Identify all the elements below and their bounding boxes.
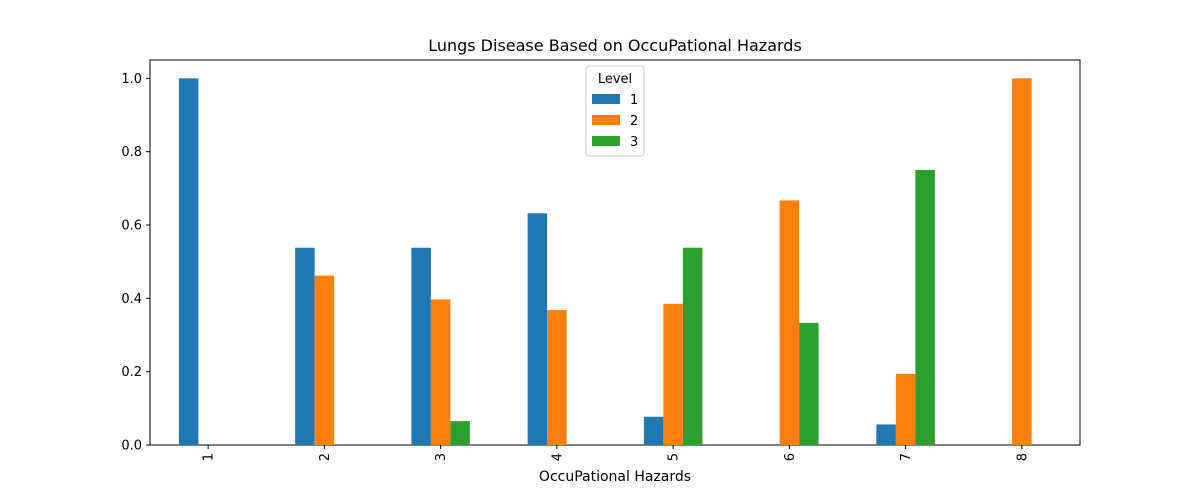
x-tick-label: 4 (550, 453, 565, 461)
x-tick-label: 3 (434, 453, 449, 461)
bar-level-3-hazard-7 (915, 170, 935, 445)
bar-level-1-hazard-2 (295, 247, 315, 445)
x-tick-label: 5 (667, 453, 682, 461)
bar-level-2-hazard-5 (663, 303, 683, 445)
y-tick-label: 1.0 (121, 72, 142, 87)
legend: Level 1 2 3 (585, 65, 645, 157)
bar-level-3-hazard-6 (799, 322, 819, 445)
legend-swatch-level-2 (592, 115, 620, 125)
bar-level-1-hazard-1 (178, 78, 199, 445)
x-tick-label: 1 (202, 453, 217, 461)
x-tick-label: 6 (783, 453, 798, 461)
bar-level-3-hazard-5 (682, 247, 703, 445)
legend-swatch-level-1 (592, 94, 620, 104)
x-tick-label: 2 (318, 453, 333, 461)
plot-frame (149, 59, 1081, 446)
legend-items: 1 2 3 (592, 93, 638, 150)
x-tick-label: 8 (1015, 453, 1030, 461)
bar-level-3-hazard-3 (450, 421, 470, 445)
bar-level-2-hazard-7 (895, 373, 916, 445)
bar-level-1-hazard-7 (876, 424, 896, 445)
legend-label-level-1: 1 (630, 93, 638, 108)
y-tick-label: 0.0 (121, 439, 142, 454)
legend-box (585, 65, 645, 157)
bar-level-2-hazard-4 (547, 310, 567, 445)
legend-swatch-level-3 (592, 136, 620, 146)
legend-title: Level (598, 72, 632, 87)
bar-level-1-hazard-4 (527, 213, 548, 445)
y-tick-label: 0.8 (121, 145, 142, 160)
y-axis: 0.0 0.2 0.4 0.6 0.8 1.0 (121, 72, 150, 454)
x-axis-label: OccuPational Hazards (539, 469, 691, 485)
y-tick-label: 0.6 (121, 219, 142, 234)
bar-level-2-hazard-2 (314, 275, 335, 445)
bar-level-2-hazard-6 (779, 200, 800, 445)
y-tick-label: 0.4 (121, 292, 142, 307)
bar-level-1-hazard-3 (411, 247, 431, 445)
bar-level-1-hazard-5 (643, 416, 664, 445)
plot-area (149, 59, 1081, 446)
x-axis: 1 2 3 4 5 6 7 8 (202, 445, 1030, 461)
bar-level-2-hazard-3 (430, 299, 451, 445)
y-tick-label: 0.2 (121, 365, 142, 380)
legend-label-level-2: 2 (630, 114, 638, 129)
x-tick-label: 7 (899, 453, 914, 461)
chart-title: Lungs Disease Based on OccuPational Haza… (428, 36, 802, 55)
legend-label-level-3: 3 (630, 135, 638, 150)
bar-level-2-hazard-8 (1012, 78, 1032, 445)
bars (178, 78, 1032, 445)
